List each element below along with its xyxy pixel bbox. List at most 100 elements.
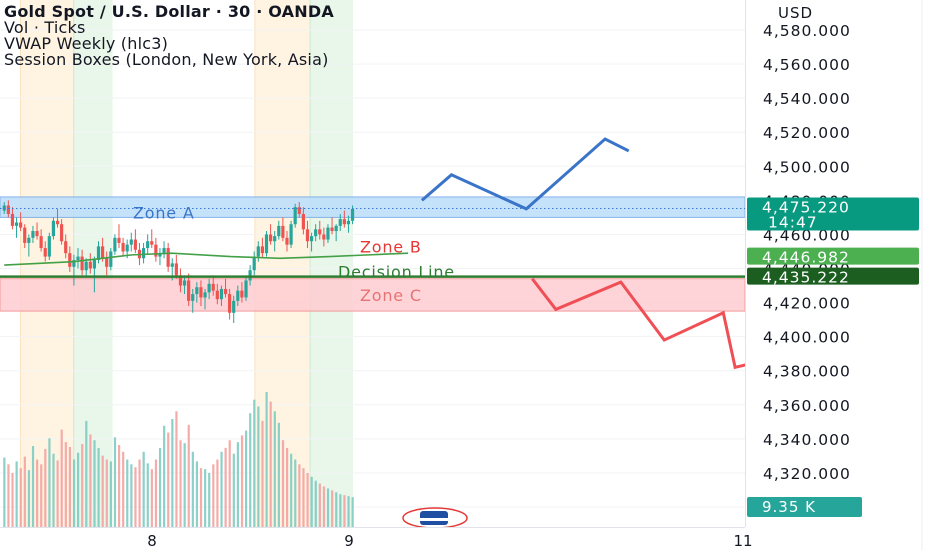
candle-body xyxy=(334,225,338,232)
candle-body xyxy=(121,242,125,252)
volume-bar xyxy=(40,464,43,527)
price-tick-label: 4,520.000 xyxy=(763,124,851,142)
candle-body xyxy=(285,237,289,245)
candle-body xyxy=(96,246,101,260)
candle-body xyxy=(350,208,355,221)
volume-bar xyxy=(335,492,338,527)
candle xyxy=(96,241,101,264)
candle-body xyxy=(297,207,301,214)
vwap-price-value: 4,446.982 xyxy=(762,249,850,267)
volume-value: 9.35 K xyxy=(762,498,816,516)
zone-c-label: Zone C xyxy=(360,286,422,305)
candle-body xyxy=(342,219,346,225)
volume-bar xyxy=(306,473,309,527)
candle xyxy=(326,224,330,243)
volume-indicator-label[interactable]: Vol · Ticks xyxy=(4,18,86,37)
volume-bar xyxy=(3,457,6,527)
candle xyxy=(301,207,305,235)
price-tick-label: 4,500.000 xyxy=(763,158,851,176)
volume-bar xyxy=(134,467,137,527)
volume-bar xyxy=(195,461,199,527)
candle xyxy=(121,237,125,257)
volume-bar xyxy=(290,453,293,527)
candle xyxy=(158,248,162,266)
volume-bar xyxy=(117,445,121,527)
currency-label-bg xyxy=(765,2,915,24)
candle-body xyxy=(252,256,256,271)
candle-body xyxy=(47,236,51,257)
candle xyxy=(309,232,314,252)
zone-a-label: Zone A xyxy=(133,203,195,222)
volume-bar xyxy=(126,459,129,527)
volume-bar xyxy=(261,420,264,527)
volume-bar xyxy=(77,452,80,527)
volume-bar xyxy=(64,442,67,527)
price-tick-label: 4,420.000 xyxy=(763,295,851,313)
zone-b-label: Zone B xyxy=(360,237,422,256)
volume-bar xyxy=(171,419,174,527)
candle-body xyxy=(305,229,310,242)
volume-bar xyxy=(167,432,170,527)
candle xyxy=(88,253,92,274)
candle-body xyxy=(219,288,224,300)
candle-body xyxy=(236,290,240,301)
candle-body xyxy=(207,283,211,293)
volume-bar xyxy=(15,461,18,527)
time-axis[interactable]: 891113 xyxy=(0,527,932,550)
candle-body xyxy=(346,220,351,225)
candle xyxy=(273,231,277,252)
candle xyxy=(252,251,256,276)
session-edge-4 xyxy=(309,0,311,527)
volume-bar xyxy=(109,461,112,527)
candle-body xyxy=(72,259,76,267)
volume-bar xyxy=(232,453,235,527)
volume-bar xyxy=(48,438,51,527)
volume-bars xyxy=(3,392,354,527)
volume-bar xyxy=(19,468,22,527)
candle xyxy=(47,232,51,260)
candle xyxy=(84,258,88,278)
overlay-lines: Zone A Zone B Decision Line Zone C xyxy=(0,203,745,305)
candle-body xyxy=(223,288,228,295)
volume-bar xyxy=(351,497,354,527)
candle-body xyxy=(203,292,207,298)
candle-body xyxy=(6,205,10,214)
candle-body xyxy=(80,256,84,271)
candle-body xyxy=(309,236,314,242)
decision-line-label: Decision Line xyxy=(338,263,455,282)
candle-body xyxy=(170,263,174,267)
candle xyxy=(318,220,322,240)
candle-body xyxy=(19,222,23,228)
session-boxes-indicator-label[interactable]: Session Boxes (London, New York, Asia) xyxy=(4,50,329,69)
candle xyxy=(268,224,273,245)
candle xyxy=(27,234,31,257)
candle-body xyxy=(178,275,183,286)
price-tick-label: 4,540.000 xyxy=(763,90,851,108)
volume-bar xyxy=(187,424,190,527)
candle xyxy=(297,202,301,218)
currency-label: USD xyxy=(778,4,813,22)
decision-price-value: 4,435.222 xyxy=(762,269,850,287)
candle-body xyxy=(248,270,252,281)
zone-a-box xyxy=(0,196,746,218)
volume-bar xyxy=(72,459,76,527)
candle xyxy=(330,217,334,235)
candle xyxy=(10,207,15,230)
volume-bar xyxy=(138,459,141,527)
candle-body xyxy=(174,263,178,276)
candle-body xyxy=(318,229,322,235)
candle xyxy=(248,265,252,286)
vwap-indicator-label[interactable]: VWAP Weekly (hlc3) xyxy=(4,34,169,53)
price-axis[interactable]: 4,580.000 4,560.000 4,540.000 4,520.000 4,50… xyxy=(745,0,932,550)
candle xyxy=(219,285,224,306)
candle-body xyxy=(330,227,334,232)
candle-body xyxy=(195,287,199,295)
candle-body xyxy=(14,222,19,226)
volume-bar xyxy=(331,490,334,527)
candle xyxy=(232,295,236,324)
candle xyxy=(51,217,56,240)
candle xyxy=(76,248,80,269)
volume-bar xyxy=(101,455,104,527)
